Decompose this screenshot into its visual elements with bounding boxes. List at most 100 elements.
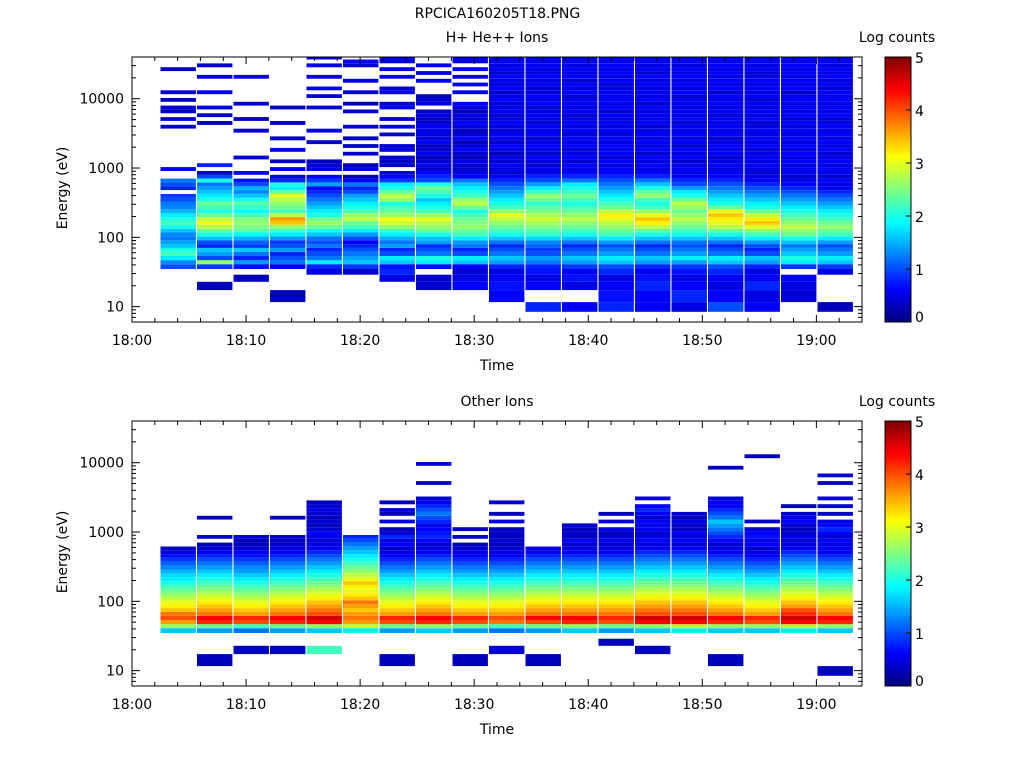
heatmap-cell: [525, 217, 561, 221]
heatmap-cell: [452, 57, 488, 60]
heatmap-cell: [525, 178, 561, 183]
heatmap-cell: [489, 90, 525, 95]
heatmap-cell: [562, 256, 598, 261]
heatmap-cell: [525, 247, 561, 252]
heatmap-cell: [598, 228, 634, 233]
heatmap-cell: [379, 201, 415, 206]
heatmap-cell: [817, 151, 853, 156]
heatmap-cell: [708, 67, 744, 72]
heatmap-cell: [525, 190, 561, 194]
heatmap-cell: [160, 244, 196, 248]
heatmap-cell: [306, 74, 342, 79]
heatmap-cell: [817, 264, 853, 269]
heatmap-cell: [708, 256, 744, 261]
heatmap-cell: [452, 224, 488, 229]
heatmap-cell: [489, 101, 525, 106]
heatmap-cell: [598, 74, 634, 79]
heatmap-cell: [781, 109, 817, 114]
heatmap-cell: [817, 109, 853, 114]
heatmap-cell: [197, 201, 233, 206]
heatmap-cell: [781, 281, 817, 291]
heatmap-cell: [708, 251, 744, 256]
heatmap-cell: [708, 244, 744, 248]
heatmap-cell: [416, 274, 452, 282]
heatmap-cell: [489, 128, 525, 133]
heatmap-cell: [525, 98, 561, 102]
heatmap-cell: [452, 264, 488, 269]
heatmap-cell: [525, 151, 561, 156]
heatmap-cell: [270, 290, 306, 303]
heatmap-cell: [379, 171, 415, 175]
heatmap-cell: [489, 236, 525, 241]
y-tick-label: 10: [106, 300, 124, 316]
heatmap-cell: [562, 117, 598, 121]
heatmap-cell: [489, 174, 525, 179]
heatmap-cell: [197, 190, 233, 194]
heatmap-cell: [416, 236, 452, 241]
heatmap-cell: [343, 101, 379, 106]
heatmap-cell: [416, 109, 452, 114]
heatmap-cell: [781, 78, 817, 83]
heatmap-cell: [562, 167, 598, 171]
heatmap-cell: [489, 201, 525, 206]
heatmap-cell: [671, 105, 707, 110]
heatmap-cell: [160, 247, 196, 252]
heatmap-cell: [708, 57, 744, 60]
heatmap-cell: [197, 247, 233, 252]
heatmap-cell: [343, 256, 379, 261]
heatmap-cell: [379, 247, 415, 252]
x-tick-label: 18:10: [226, 333, 266, 349]
heatmap-cell: [562, 147, 598, 152]
heatmap-cell: [635, 121, 671, 125]
heatmap-cell: [233, 186, 269, 191]
heatmap-cell: [489, 197, 525, 202]
heatmap-cell: [671, 159, 707, 164]
heatmap-cell: [744, 105, 780, 110]
heatmap-cell: [343, 186, 379, 191]
heatmap-cell: [708, 98, 744, 102]
heatmap-cell: [781, 171, 817, 175]
heatmap-cell: [416, 171, 452, 175]
heatmap-cell: [708, 113, 744, 118]
heatmap-cell: [343, 269, 379, 275]
heatmap-cell: [817, 163, 853, 168]
heatmap-cell: [306, 264, 342, 269]
x-axis-label-bottom: Time: [479, 722, 515, 738]
heatmap-cell: [343, 240, 379, 245]
heatmap-cell: [233, 171, 269, 175]
heatmap-cell: [562, 67, 598, 72]
heatmap-cell: [744, 113, 780, 118]
heatmap-cell: [343, 209, 379, 214]
heatmap-cell: [562, 209, 598, 214]
heatmap-cell: [525, 140, 561, 145]
heatmap-cell: [635, 128, 671, 133]
heatmap-cell: [452, 144, 488, 148]
heatmap-cell: [781, 205, 817, 210]
heatmap-cell: [817, 59, 853, 64]
heatmap-cell: [562, 197, 598, 202]
heatmap-cell: [671, 269, 707, 275]
heatmap-cell: [817, 101, 853, 106]
heatmap-cell: [781, 90, 817, 95]
heatmap-cell: [744, 94, 780, 98]
heatmap-cell: [416, 182, 452, 187]
heatmap-cell: [233, 128, 269, 133]
heatmap-cell: [452, 201, 488, 206]
heatmap-cell: [525, 163, 561, 168]
heatmap-cell: [671, 147, 707, 152]
heatmap-cell: [635, 251, 671, 256]
heatmap-cell: [270, 244, 306, 248]
heatmap-cell: [635, 124, 671, 129]
heatmap-cell: [160, 182, 196, 187]
heatmap-cell: [525, 90, 561, 95]
heatmap-cell: [270, 136, 306, 141]
heatmap-cell: [817, 105, 853, 110]
heatmap-cell: [416, 228, 452, 233]
heatmap-cell: [160, 213, 196, 218]
heatmap-cell: [379, 269, 415, 275]
heatmap-cell: [744, 57, 780, 60]
heatmap-cell: [233, 190, 269, 194]
heatmap-cell: [343, 247, 379, 252]
heatmap-cell: [562, 101, 598, 106]
heatmap-cell: [160, 205, 196, 210]
